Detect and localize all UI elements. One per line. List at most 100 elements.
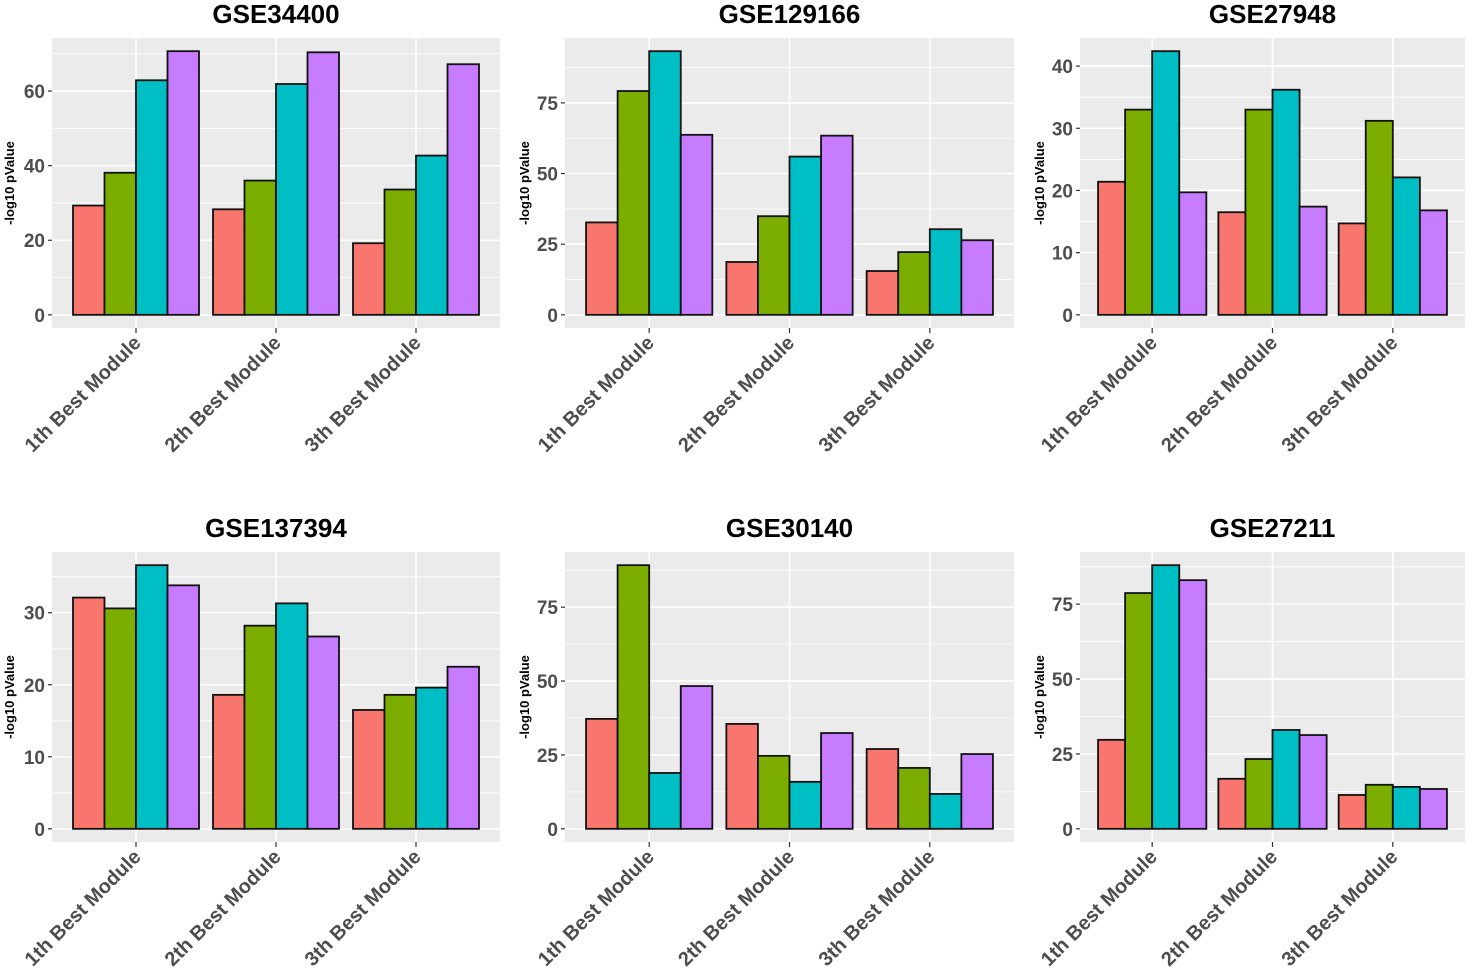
y-tick-label: 75 <box>1052 595 1074 616</box>
x-tick-label: 2th Best Module <box>1157 332 1282 457</box>
bar-series4 <box>166 584 200 830</box>
bar-series3 <box>928 228 963 316</box>
x-tick-label: 2th Best Module <box>674 846 799 971</box>
bar-series3 <box>135 564 169 830</box>
x-tick-label: 3th Best Module <box>1278 846 1403 971</box>
y-tick-label: 0 <box>547 820 558 841</box>
bar-series2 <box>757 754 791 830</box>
bar-series4 <box>306 51 340 316</box>
bar-series3 <box>788 780 822 830</box>
y-axis-label: -log10 pValue <box>517 141 532 225</box>
x-tick-label: 2th Best Module <box>674 332 799 457</box>
bar-series1 <box>725 722 759 830</box>
bar-series2 <box>1364 119 1394 316</box>
y-axis-label: -log10 pValue <box>517 655 532 739</box>
bar-series4 <box>446 665 480 830</box>
y-tick-label: 0 <box>547 306 558 327</box>
panel-title: GSE27948 <box>1209 0 1336 29</box>
y-tick-label: 0 <box>1062 306 1073 327</box>
y-tick-label: 20 <box>24 231 45 252</box>
y-tick-label: 75 <box>537 598 559 619</box>
x-tick-label: 3th Best Module <box>301 332 426 457</box>
bar-series2 <box>103 171 137 316</box>
bar-series4 <box>166 50 200 316</box>
bar-series1 <box>1337 222 1367 316</box>
bar-series1 <box>1217 777 1247 830</box>
bar-series3 <box>1391 785 1421 830</box>
x-tick-label: 2th Best Module <box>161 846 286 971</box>
bar-series3 <box>1271 88 1301 316</box>
y-axis-label: -log10 pValue <box>1032 655 1047 739</box>
bar-series3 <box>1151 564 1181 830</box>
x-tick-label: 1th Best Module <box>21 846 146 971</box>
bar-series3 <box>135 79 169 316</box>
bar-series2 <box>243 624 277 830</box>
x-tick-label: 2th Best Module <box>161 332 286 457</box>
y-tick-label: 60 <box>24 82 45 103</box>
bar-series3 <box>928 793 963 830</box>
x-tick-label: 1th Best Module <box>534 332 659 457</box>
y-tick-label: 10 <box>1052 244 1073 265</box>
y-tick-label: 50 <box>1052 670 1073 691</box>
y-tick-label: 25 <box>537 235 559 256</box>
bar-series2 <box>616 90 651 316</box>
bar-series1 <box>725 261 759 316</box>
bar-series4 <box>1298 205 1328 316</box>
bar-series1 <box>1337 794 1367 830</box>
bar-series4 <box>306 635 340 830</box>
panel-title: GSE137394 <box>205 513 347 543</box>
y-tick-label: 30 <box>1052 119 1073 140</box>
bar-series1 <box>1097 180 1127 316</box>
x-tick-label: 1th Best Module <box>1037 332 1162 457</box>
bar-series4 <box>1178 579 1208 830</box>
bar-series4 <box>446 63 480 316</box>
bar-series2 <box>1244 108 1274 316</box>
bar-series4 <box>960 753 994 830</box>
bar-series2 <box>616 564 651 830</box>
x-tick-label: 1th Best Module <box>1037 846 1162 971</box>
x-tick-label: 3th Best Module <box>1278 332 1403 457</box>
y-tick-label: 0 <box>34 820 45 841</box>
bar-series4 <box>1418 788 1448 830</box>
bar-series1 <box>1217 211 1247 316</box>
panel-title: GSE30140 <box>726 513 853 543</box>
y-tick-label: 75 <box>537 94 559 115</box>
x-tick-label: 3th Best Module <box>815 846 940 971</box>
panel-GSE34400: 0 20 40 60 1th Best Module 2th Best Module 3th… <box>2 0 500 457</box>
y-axis-label: -log10 pValue <box>2 141 17 225</box>
bar-series3 <box>275 83 309 316</box>
bar-series4 <box>820 732 854 830</box>
bar-series4 <box>1178 191 1208 316</box>
panel-title: GSE34400 <box>212 0 339 29</box>
bar-series1 <box>865 748 900 830</box>
y-tick-label: 20 <box>24 676 45 697</box>
panel-GSE30140: 0 25 50 75 1th Best Module 2th Best Module 3th… <box>517 513 1014 971</box>
bar-series2 <box>383 188 417 316</box>
bar-series2 <box>1244 758 1274 830</box>
panel-title: GSE129166 <box>719 0 861 29</box>
bar-series2 <box>897 767 931 830</box>
bar-series2 <box>103 607 137 830</box>
y-tick-label: 20 <box>1052 181 1073 202</box>
bar-series1 <box>72 596 106 830</box>
bar-series3 <box>275 602 309 830</box>
x-tick-label: 1th Best Module <box>534 846 659 971</box>
bar-series1 <box>585 717 619 830</box>
x-tick-label: 2th Best Module <box>1157 846 1282 971</box>
bar-series1 <box>352 242 386 316</box>
y-axis-label: -log10 pValue <box>2 655 17 739</box>
panel-GSE129166: 0 25 50 75 1th Best Module 2th Best Module 3th… <box>517 0 1014 457</box>
bar-series1 <box>585 221 619 316</box>
bar-series2 <box>1124 592 1154 830</box>
bar-series1 <box>865 270 900 316</box>
y-tick-label: 0 <box>34 306 45 327</box>
bar-series4 <box>1418 209 1448 316</box>
y-tick-label: 50 <box>537 672 558 693</box>
bar-series2 <box>897 251 931 316</box>
bar-series2 <box>243 179 277 316</box>
bar-series4 <box>679 685 714 830</box>
y-tick-label: 25 <box>537 746 559 767</box>
y-tick-label: 0 <box>1062 820 1073 841</box>
